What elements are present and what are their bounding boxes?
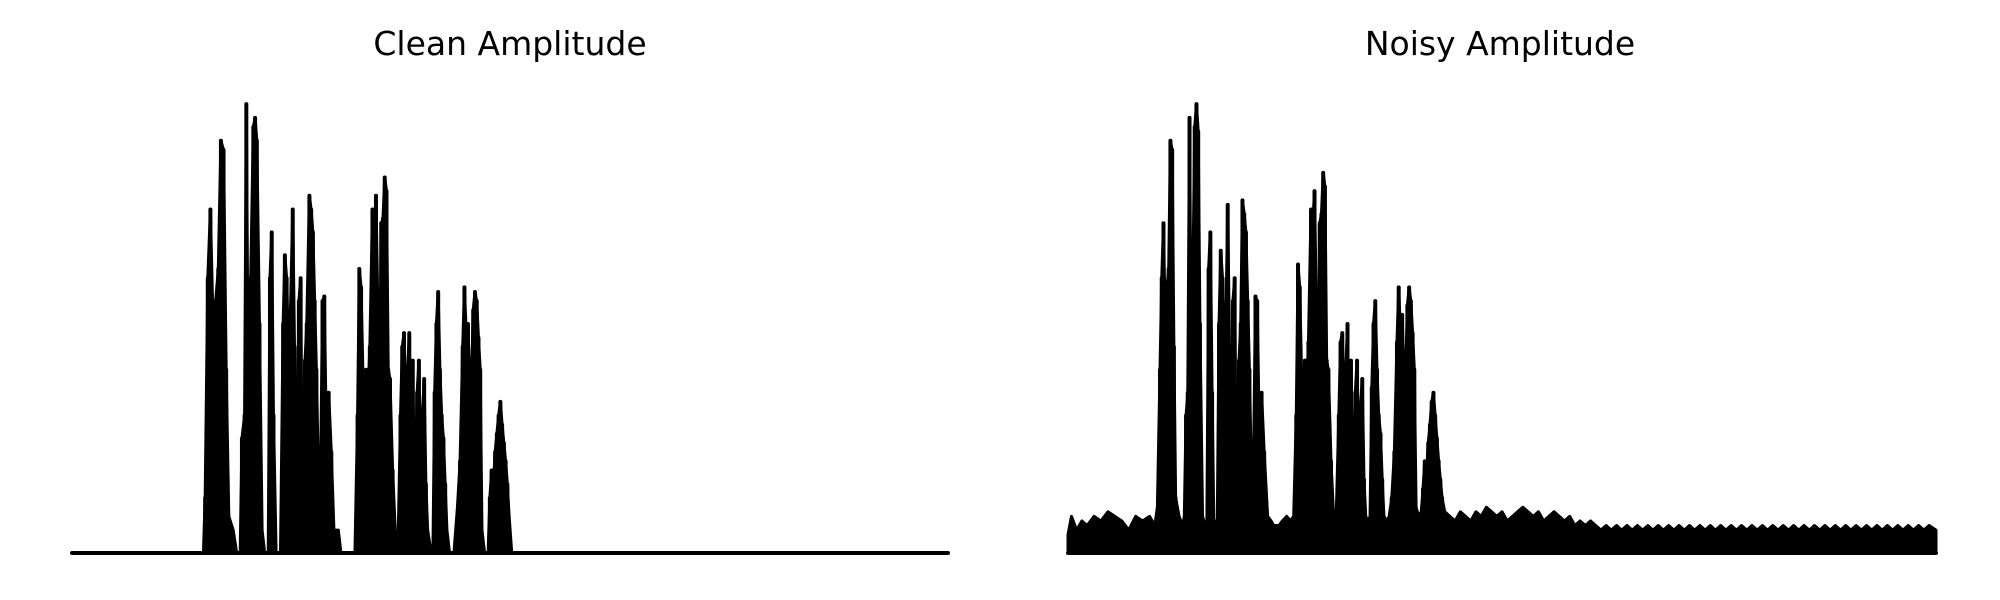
clean-amplitude-panel: Clean Amplitude [70,24,950,555]
noisy-amplitude-panel: Noisy Amplitude [1000,0,2000,600]
clean-amplitude-plot [70,102,950,555]
chart-title: Clean Amplitude [373,24,647,63]
chart-title: Noisy Amplitude [1364,24,1636,63]
noisy-amplitude-plot [1066,102,1938,555]
